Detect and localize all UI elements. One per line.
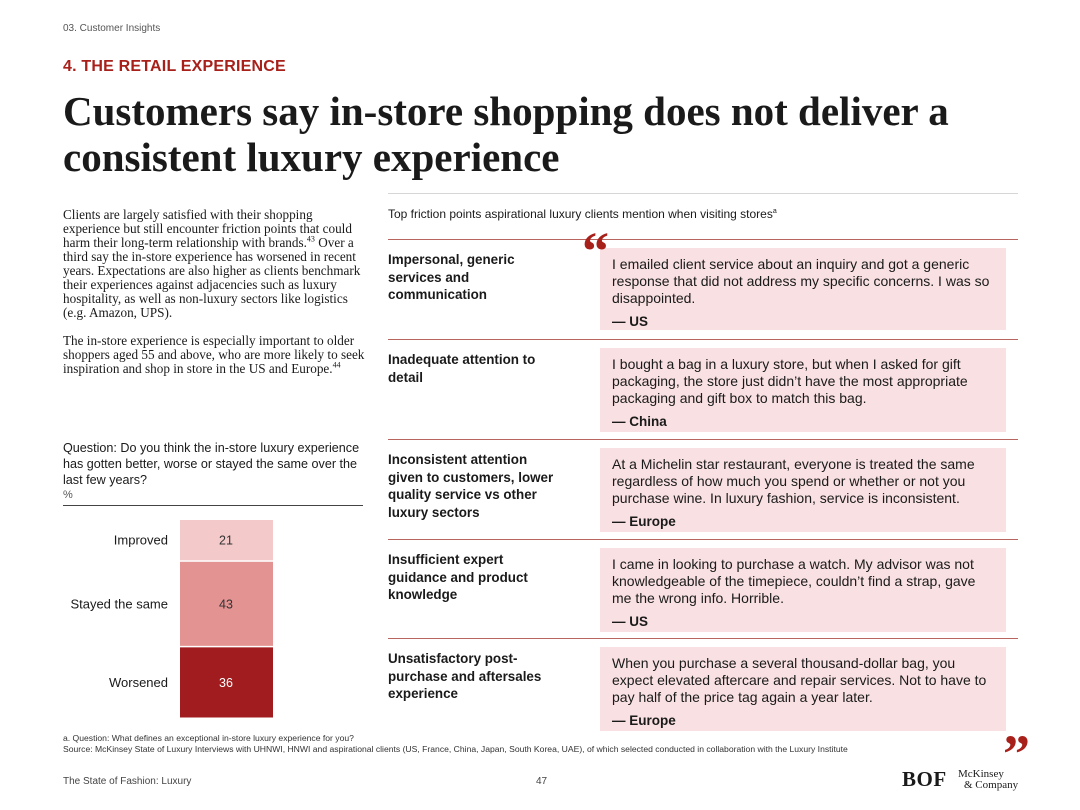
source-note: Source: McKinsey State of Luxury Intervi…: [63, 743, 848, 754]
category-label: Improved: [114, 533, 168, 548]
category-label: Stayed the same: [70, 596, 168, 611]
quote-box: I emailed client service about an inquir…: [600, 248, 1006, 330]
intro-paragraph-2: The in-store experience is especially im…: [63, 333, 365, 376]
quote-box: I came in looking to purchase a watch. M…: [600, 548, 1006, 632]
divider: [388, 439, 1018, 440]
page-number: 47: [536, 776, 548, 787]
stacked-bar-chart: 21 Improved 43 Stayed the same 36 Worsened: [70, 520, 273, 718]
quote-box: When you purchase a several thousand-dol…: [600, 647, 1006, 731]
quote-box: I bought a bag in a luxury store, but wh…: [600, 348, 1006, 432]
friction-label: Insufficient expert guidance and product…: [388, 552, 528, 602]
quote-origin: — US: [612, 314, 649, 329]
section-kicker: 4. THE RETAIL EXPERIENCE: [63, 58, 286, 75]
chart-unit: %: [63, 489, 73, 501]
section-label: 03. Customer Insights: [63, 23, 161, 34]
close-quote-icon: ”: [1003, 724, 1030, 784]
footnote-ref-44: 44: [332, 360, 341, 370]
divider: [388, 638, 1018, 639]
intro-text: Clients are largely satisfied with their…: [63, 208, 368, 390]
quote-text: I emailed client service about an inquir…: [612, 256, 990, 306]
quote-text: At a Michelin star restaurant, everyone …: [612, 456, 975, 506]
data-label: 36: [219, 676, 233, 690]
bar-segment-worsened: [180, 647, 273, 718]
footnote-a: a. Question: What defines an exceptional…: [63, 733, 354, 743]
divider: [388, 339, 1018, 340]
survey-question: Question: Do you think the in-store luxu…: [63, 441, 360, 487]
data-label: 21: [219, 534, 233, 548]
friction-caption: Top friction points aspirational luxury …: [388, 207, 777, 221]
divider: [388, 539, 1018, 540]
quote-text: When you purchase a several thousand-dol…: [612, 655, 987, 705]
quote-origin: — China: [612, 414, 667, 429]
intro-paragraph-1: Clients are largely satisfied with their…: [63, 207, 361, 320]
quote-origin: — Europe: [612, 514, 676, 529]
friction-label: Inadequate attention to detail: [388, 352, 536, 385]
divider: [388, 239, 1018, 240]
divider: [63, 505, 363, 506]
friction-label: Unsatisfactory post-purchase and aftersa…: [388, 651, 542, 701]
quote-text: I came in looking to purchase a watch. M…: [612, 556, 976, 606]
bof-logo: BOF: [902, 767, 947, 791]
quote-box: At a Michelin star restaurant, everyone …: [600, 448, 1006, 532]
friction-label: Inconsistent attention given to customer…: [388, 452, 554, 520]
category-label: Worsened: [109, 675, 168, 690]
page-title: Customers say in-store shopping does not…: [63, 88, 949, 180]
publication-name: The State of Fashion: Luxury: [63, 776, 192, 787]
friction-label: Impersonal, generic services and communi…: [388, 252, 515, 302]
open-quote-icon: “: [582, 221, 609, 281]
footnotes: a. Question: What defines an exceptional…: [63, 733, 1023, 754]
quote-origin: — US: [612, 614, 649, 629]
bar-segment-stayed-the-same: [180, 561, 273, 646]
data-label: 43: [219, 597, 233, 611]
bar-segment-improved: [180, 520, 273, 561]
divider: [388, 193, 1018, 194]
mckinsey-logo: McKinsey & Company: [958, 768, 1019, 791]
quote-origin: — Europe: [612, 713, 676, 728]
footnote-ref-43: 43: [306, 234, 315, 244]
quote-text: I bought a bag in a luxury store, but wh…: [612, 356, 968, 406]
